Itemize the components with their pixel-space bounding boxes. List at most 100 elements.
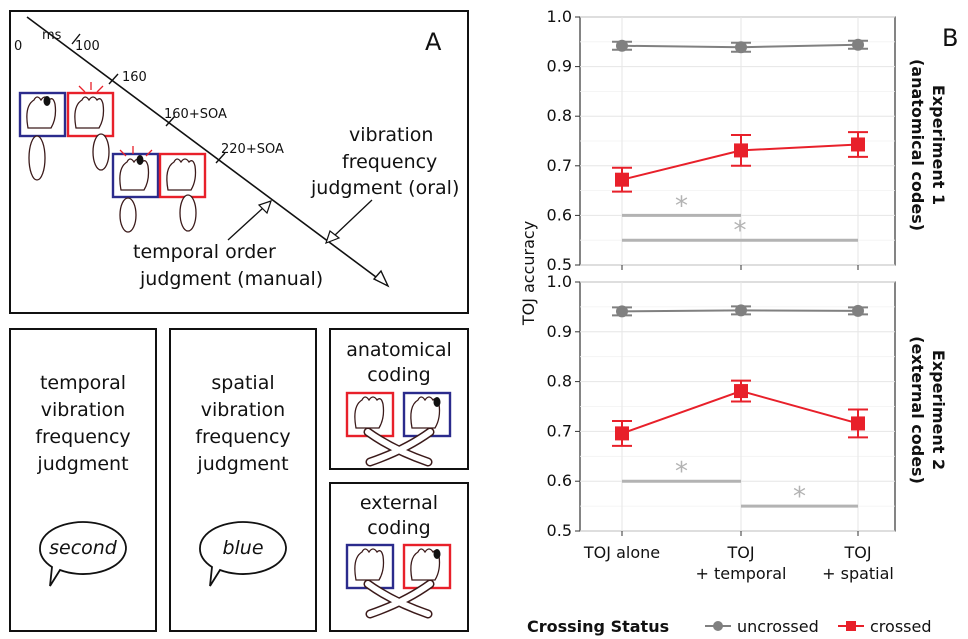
chart-experiment-2: 0.5 0.6 0.7 0.8 0.9 1.0 * * TOJ alone TOJ + tempor… [547, 272, 896, 583]
anatomical-coding-box: anatomical coding [329, 328, 469, 470]
point-crossed [851, 137, 865, 152]
arm-right-icon [92, 133, 110, 171]
temporal-box-line-3: frequency [35, 426, 130, 448]
y-axis-title: TOJ accuracy [519, 221, 538, 326]
arm-left-icon [28, 135, 46, 181]
hand-left-icon [354, 396, 385, 429]
point-uncrossed [735, 304, 747, 317]
red-box-right [158, 152, 207, 199]
y-tick-label: 0.8 [547, 372, 572, 391]
x-tick-label: TOJ [843, 543, 871, 562]
panel-a-frame [9, 10, 469, 314]
panel-b: B TOJ accuracy 0.5 0.6 0.7 0.8 0.9 1.0 * * 0.5 0… [519, 7, 958, 636]
y-tick-label: 0.5 [547, 255, 572, 274]
toj-pointer-line [227, 207, 264, 241]
legend-crossed-marker [846, 621, 856, 631]
blue-box-left [111, 152, 160, 199]
tactor-icon [433, 397, 441, 407]
legend-crossed-label: crossed [870, 617, 931, 636]
tick-label-160: 160 [122, 70, 147, 85]
significance-star: * [793, 482, 806, 512]
hand-left-icon [354, 548, 385, 581]
external-box-frame [329, 482, 469, 632]
external-box-line-1: external [360, 492, 438, 514]
point-crossed [734, 143, 748, 158]
significance-star: * [675, 457, 688, 487]
exp1-strip-line-1: Experiment 1 [929, 85, 948, 205]
y-tick-label: 0.8 [547, 106, 572, 125]
vib-label-line-2: frequency [342, 151, 437, 173]
hand-left-icon [119, 158, 150, 191]
timeline-arrowhead [372, 269, 390, 288]
y-tick-label: 0.9 [547, 57, 572, 76]
tick-220soa [215, 152, 226, 164]
y-tick-label: 1.0 [547, 272, 572, 291]
legend-title: Crossing Status [527, 617, 669, 636]
y-tick-label: 0.6 [547, 205, 572, 224]
y-tick-label: 1.0 [547, 7, 572, 26]
panel-b-letter: B [942, 24, 958, 52]
tick-100 [71, 33, 81, 45]
hand-right-icon [74, 96, 105, 129]
temporal-box-line-1: temporal [40, 372, 126, 394]
x-tick-label: + temporal [696, 564, 787, 583]
vibration-burst-icon [119, 146, 153, 157]
blue-box-left [18, 91, 67, 138]
speech-bubble-icon [39, 521, 127, 587]
hands-illustration-1 [18, 82, 115, 181]
spatial-box-line-3: frequency [195, 426, 290, 448]
vib-pointer-arrowhead [325, 230, 341, 245]
tactor-icon [433, 549, 441, 559]
tick-label-0: 0 [14, 39, 22, 54]
tick-label-ms: ms [42, 28, 62, 43]
red-box-right [66, 91, 115, 138]
hand-right-icon [166, 158, 197, 191]
significance-star: * [734, 216, 747, 246]
vibration-burst-icon [78, 82, 104, 93]
point-uncrossed [735, 41, 747, 54]
spatial-box-line-2: vibration [201, 399, 285, 421]
vib-label-line-3: judgment (oral) [310, 177, 459, 199]
significance-star: * [675, 191, 688, 221]
temporal-judgment-box: temporal vibration frequency judgment se… [9, 328, 157, 632]
tick-label-220soa: 220+SOA [221, 142, 284, 157]
hands-illustration-2 [111, 146, 207, 233]
legend-uncrossed-marker [713, 621, 723, 631]
arm-right-icon [179, 194, 197, 232]
spatial-box-line-4: judgment [196, 453, 288, 475]
hand-left-icon [26, 96, 57, 129]
external-coding-box: external coding [329, 482, 469, 632]
toj-label-line-2: judgment (manual) [139, 268, 323, 290]
y-tick-label: 0.7 [547, 156, 572, 175]
x-tick-label: TOJ alone [583, 543, 660, 562]
timeline-axis [26, 16, 381, 281]
y-tick-label: 0.6 [547, 471, 572, 490]
panel-a: A 0 ms 100 160 160+SOA 220+SOA [9, 10, 469, 314]
y-tick-label: 0.5 [547, 521, 572, 540]
tick-160soa [165, 115, 176, 127]
point-crossed [734, 384, 748, 399]
tick-label-100: 100 [75, 39, 100, 54]
toj-label-line-1: temporal order [133, 241, 276, 263]
temporal-box-frame [9, 328, 157, 632]
point-uncrossed [616, 39, 628, 52]
x-tick-label: + spatial [822, 564, 894, 583]
point-uncrossed [852, 304, 864, 317]
panel-a-letter: A [425, 28, 442, 56]
tick-160 [108, 73, 119, 85]
toj-pointer-arrowhead [257, 200, 272, 215]
spatial-box-frame [169, 328, 317, 632]
crossed-arms-fill [365, 581, 433, 617]
temporal-speech-text: second [49, 537, 118, 559]
tactor-icon [43, 96, 51, 106]
exp2-strip-line-1: Experiment 2 [929, 350, 948, 470]
legend-uncrossed-label: uncrossed [737, 617, 819, 636]
hand-right-icon [410, 396, 441, 429]
external-box-line-2: coding [367, 517, 431, 539]
point-crossed [615, 426, 629, 441]
exp2-strip-line-2: (external codes) [908, 336, 927, 484]
tactor-icon [136, 155, 144, 165]
spatial-box-line-1: spatial [211, 372, 274, 394]
spatial-speech-text: blue [222, 537, 263, 559]
